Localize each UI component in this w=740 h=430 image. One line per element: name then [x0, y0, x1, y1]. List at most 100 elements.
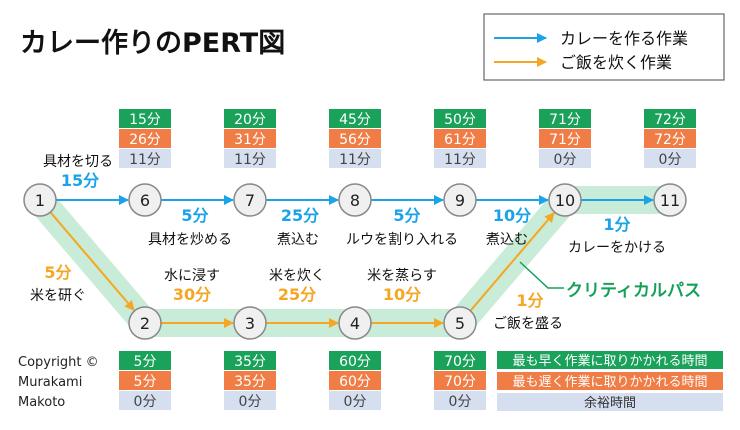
node-5-label: 5	[455, 314, 465, 333]
node-10-slack-box	[539, 149, 591, 168]
copyright-line-1: Copyright ©	[18, 355, 99, 370]
legend-slack-swatch	[497, 393, 723, 411]
node-2-slack-time: 0分	[134, 394, 157, 410]
task-name-1-6: 具材を切る	[43, 154, 113, 170]
task-arrows	[49, 195, 654, 328]
task-name-7-8: 煮込む	[277, 232, 319, 248]
node-1-label: 1	[35, 191, 45, 210]
node-3-slack-box	[224, 391, 276, 410]
legend-rice-label: ご飯を炊く作業	[560, 53, 672, 72]
node-6-earliest-time: 15分	[129, 112, 161, 128]
task-duration-4-5: 10分	[383, 285, 421, 304]
node-11-earliest-box	[644, 109, 696, 128]
node-8-label: 8	[350, 191, 360, 210]
page-title: カレー作りのPERT図	[20, 28, 285, 59]
node-1-circle	[23, 183, 57, 217]
task-name-6-7: 具材を炒める	[148, 232, 232, 248]
task-arrow-1-2	[49, 211, 135, 311]
task-name-1-2: 米を研ぐ	[30, 288, 86, 304]
node-4-earliest-box	[329, 351, 381, 370]
node-11-slack-box	[644, 149, 696, 168]
node-3-latest-time: 35分	[234, 374, 266, 390]
node-9-slack-box	[434, 149, 486, 168]
task-name-3-4: 米を炊く	[269, 268, 325, 284]
node-7-latest-box	[224, 129, 276, 148]
node-7-slack-time: 11分	[234, 152, 266, 168]
node-6-latest-time: 26分	[129, 132, 161, 148]
task-labels: 具材を切る15分具材を炒める5分煮込む25分ルウを割り入れる5分煮込む10分カレ…	[30, 154, 666, 332]
node-9-latest-box	[434, 129, 486, 148]
task-duration-2-3: 30分	[173, 285, 211, 304]
node-7-latest-time: 31分	[234, 132, 266, 148]
node-3-earliest-box	[224, 351, 276, 370]
node-6-label: 6	[140, 191, 150, 210]
node-2-latest-time: 5分	[134, 374, 157, 390]
node-7-earliest-time: 20分	[234, 112, 266, 128]
node-9-slack-time: 11分	[444, 152, 476, 168]
node-5-slack-time: 0分	[449, 394, 472, 410]
node-6-slack-box	[119, 149, 171, 168]
task-name-4-5: 米を蒸らす	[367, 268, 437, 284]
node-3-latest-box	[224, 371, 276, 390]
node-11-latest-box	[644, 129, 696, 148]
node-9-latest-time: 61分	[444, 132, 476, 148]
node-10-earliest-time: 71分	[549, 112, 581, 128]
node-3-label: 3	[245, 314, 255, 333]
node-6-earliest-box	[119, 109, 171, 128]
node-10-circle	[548, 183, 582, 217]
node-8-earliest-time: 45分	[339, 112, 371, 128]
event-nodes: 1 2 3 4 5 6 7 8 9 10 11	[23, 183, 687, 340]
task-duration-8-9: 5分	[393, 206, 420, 225]
node-7-circle	[233, 183, 267, 217]
node-10-slack-time: 0分	[554, 152, 577, 168]
legend-latest-label: 最も遅く作業に取りかかれる時間	[512, 374, 707, 390]
task-duration-3-4: 25分	[278, 285, 316, 304]
node-2-slack-box	[119, 391, 171, 410]
task-name-2-3: 水に浸す	[164, 268, 220, 284]
node-4-latest-box	[329, 371, 381, 390]
task-duration-1-6: 15分	[61, 171, 99, 190]
task-duration-5-10: 1分	[516, 291, 543, 310]
node-7-earliest-box	[224, 109, 276, 128]
node-2-earliest-box	[119, 351, 171, 370]
task-name-10-11: カレーをかける	[568, 240, 666, 256]
legend-earliest-swatch	[497, 351, 723, 369]
task-arrow-5-10	[469, 212, 555, 312]
node-5-latest-box	[434, 371, 486, 390]
node-4-slack-box	[329, 391, 381, 410]
node-8-earliest-box	[329, 109, 381, 128]
critical-path-pointer	[519, 261, 564, 289]
critical-path-label: クリティカルパス	[566, 281, 701, 301]
legend-curry-label: カレーを作る作業	[560, 29, 688, 48]
node-4-latest-time: 60分	[339, 374, 371, 390]
node-6-slack-time: 11分	[129, 152, 161, 168]
node-4-earliest-time: 60分	[339, 354, 371, 370]
node-8-latest-box	[329, 129, 381, 148]
node-11-latest-time: 72分	[654, 132, 686, 148]
node-4-slack-time: 0分	[344, 394, 367, 410]
node-11-earliest-time: 72分	[654, 112, 686, 128]
node-5-slack-box	[434, 391, 486, 410]
task-duration-7-8: 25分	[281, 206, 319, 225]
time-boxes: 5分5分0分35分35分0分60分60分0分70分70分0分15分26分11分2…	[119, 109, 696, 410]
copyright-line-2: Murakami	[18, 375, 82, 390]
node-3-earliest-time: 35分	[234, 354, 266, 370]
copyright-line-3: Makoto	[18, 395, 65, 410]
task-duration-1-2: 5分	[44, 263, 71, 282]
node-9-label: 9	[455, 191, 465, 210]
legend-earliest-label: 最も早く作業に取りかかれる時間	[512, 353, 707, 369]
task-name-8-9: ルウを割り入れる	[346, 231, 458, 248]
node-5-earliest-box	[434, 351, 486, 370]
node-3-slack-time: 0分	[239, 394, 262, 410]
node-8-slack-time: 11分	[339, 152, 371, 168]
node-6-latest-box	[119, 129, 171, 148]
node-8-slack-box	[329, 149, 381, 168]
node-4-circle	[338, 306, 372, 340]
node-5-earliest-time: 70分	[444, 354, 476, 370]
task-duration-10-11: 1分	[603, 215, 630, 234]
node-10-label: 10	[555, 191, 575, 210]
node-2-latest-box	[119, 371, 171, 390]
node-8-circle	[338, 183, 372, 217]
